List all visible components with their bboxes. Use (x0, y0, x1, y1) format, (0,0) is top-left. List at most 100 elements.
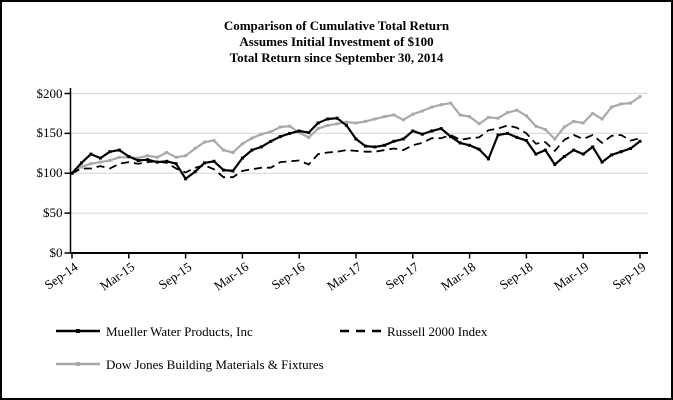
series-marker (487, 157, 490, 161)
series-marker (146, 154, 150, 158)
series-marker (136, 159, 140, 162)
series-marker (600, 160, 604, 164)
series-marker (534, 152, 538, 156)
series-marker (524, 114, 528, 118)
series-marker (231, 169, 235, 173)
series-marker (591, 111, 595, 115)
series-marker (487, 115, 490, 119)
series-marker (240, 142, 244, 146)
series-marker (629, 147, 632, 150)
series-marker (165, 159, 169, 163)
legend-line-russell (340, 329, 382, 333)
series-marker (288, 124, 292, 128)
series-marker (524, 139, 528, 143)
series-marker (269, 139, 273, 143)
series-marker (354, 137, 358, 141)
series-marker (203, 161, 206, 165)
series-marker (98, 160, 102, 164)
series-marker (506, 111, 509, 115)
series-marker (193, 147, 197, 150)
series-marker (638, 95, 642, 99)
series-marker (543, 127, 547, 131)
series-marker (506, 131, 509, 135)
series-marker (307, 131, 311, 135)
series-marker (98, 156, 102, 160)
series-marker (80, 165, 83, 169)
series-marker (411, 129, 415, 133)
series-marker (373, 117, 377, 121)
series-marker (155, 160, 159, 164)
series-marker (240, 156, 244, 160)
series-marker (108, 159, 112, 162)
series-marker (345, 123, 348, 127)
series-marker (203, 140, 206, 144)
series-marker (174, 162, 178, 166)
series-marker (345, 120, 348, 124)
series-marker (222, 168, 225, 172)
series-marker (326, 123, 330, 127)
series-marker (619, 150, 623, 154)
series-marker (80, 161, 83, 165)
series-marker (278, 125, 282, 129)
series-marker (562, 125, 566, 129)
series-marker (477, 147, 481, 151)
series-marker (165, 151, 169, 154)
y-tick-label: $100 (36, 165, 63, 181)
series-marker (439, 127, 443, 131)
series-marker (534, 124, 538, 128)
y-tick-label: $150 (36, 125, 63, 141)
series-line-0 (71, 117, 641, 180)
series-marker (184, 154, 188, 158)
series-marker (553, 137, 557, 141)
series-marker (638, 139, 642, 143)
series-marker (127, 155, 131, 158)
series-marker (382, 143, 386, 147)
series-marker (155, 155, 159, 159)
series-marker (250, 148, 254, 152)
series-marker (364, 119, 367, 123)
legend-label-dowjones: Dow Jones Building Materials & Fixtures (106, 357, 324, 372)
series-marker (439, 103, 443, 107)
series-marker (108, 150, 112, 154)
series-marker (591, 145, 595, 149)
series-marker (430, 105, 434, 109)
series-marker (231, 151, 235, 154)
series-marker (354, 121, 358, 125)
legend-label-russell: Russell 2000 Index (387, 324, 488, 339)
series-marker (316, 121, 320, 125)
series-marker (269, 130, 273, 134)
series-marker (146, 158, 150, 162)
series-marker (335, 122, 339, 126)
series-line-1 (71, 124, 641, 179)
series-marker (477, 122, 481, 126)
series-marker (278, 135, 282, 139)
series-marker (259, 145, 263, 149)
series-marker (420, 132, 424, 136)
series-marker (117, 155, 121, 159)
series-marker (259, 132, 263, 136)
series-marker (212, 139, 216, 143)
series-marker (572, 119, 576, 123)
series-marker (562, 155, 566, 158)
chart-title-line2: Assumes Initial Investment of $100 (239, 34, 434, 49)
series-marker (610, 153, 614, 157)
chart-title-block: Comparison of Cumulative Total Return As… (2, 18, 671, 66)
series-marker (392, 139, 396, 143)
series-marker (89, 152, 93, 156)
series-marker (401, 118, 405, 122)
series-marker (297, 129, 301, 133)
chart-title-line1: Comparison of Cumulative Total Return (223, 18, 450, 33)
series-marker (297, 131, 301, 135)
series-marker (401, 137, 405, 141)
series-marker (581, 152, 585, 156)
series-marker (316, 127, 320, 131)
series-marker (458, 113, 462, 117)
series-marker (364, 144, 367, 148)
series-marker (430, 129, 434, 133)
series-marker (496, 116, 500, 120)
series-marker (629, 101, 632, 105)
series-marker (212, 159, 216, 163)
series-marker (600, 117, 604, 121)
series-marker (449, 135, 453, 139)
